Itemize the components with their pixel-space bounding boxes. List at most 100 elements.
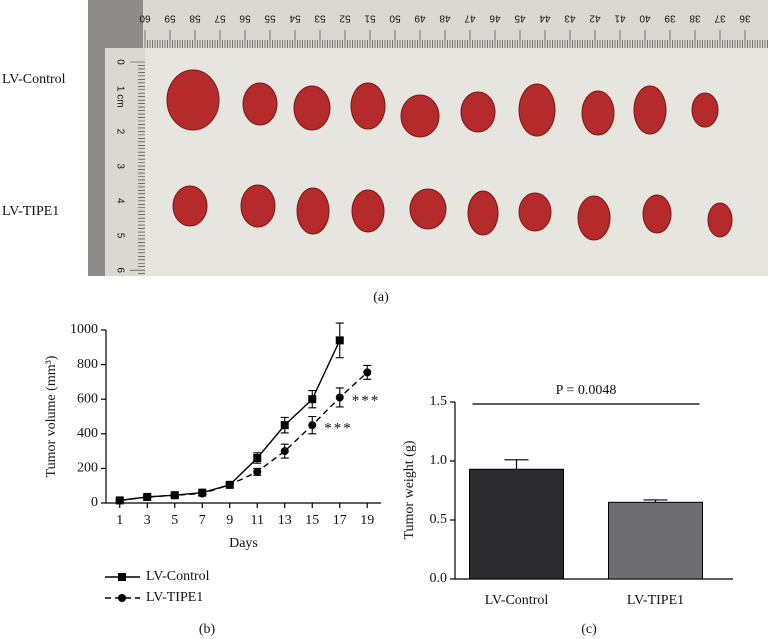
y-tick-label: 400	[77, 426, 98, 441]
y-tick-label: 800	[77, 357, 98, 372]
tumor	[633, 85, 667, 135]
tumor	[172, 185, 208, 227]
ruler-label: 50	[389, 12, 401, 23]
x-tick-label: 15	[305, 513, 319, 528]
marker	[308, 421, 317, 430]
x-tick-label: 17	[333, 513, 347, 528]
legend-marker	[118, 594, 126, 602]
ruler-label: 48	[439, 12, 451, 23]
x-tick-label: 7	[199, 513, 206, 528]
ruler-label: 54	[289, 12, 301, 23]
marker	[308, 395, 317, 404]
ruler-label: 37	[714, 12, 726, 23]
y-tick-label: 200	[77, 461, 98, 476]
legend-label: LV-Control	[146, 569, 210, 584]
ruler-label: 43	[564, 12, 576, 23]
ruler-label: 52	[339, 12, 351, 23]
ruler-top	[143, 0, 768, 48]
ruler-label: 49	[414, 12, 426, 23]
ruler-label: 46	[489, 12, 501, 23]
x-tick-label: 19	[360, 513, 374, 528]
ruler-label: 44	[539, 12, 551, 23]
tumor	[350, 82, 386, 130]
bar	[608, 501, 703, 580]
series-line	[119, 340, 341, 502]
y-tick-label: 600	[77, 391, 98, 406]
ruler-label: 36	[739, 12, 751, 23]
y-tick-label: 1.5	[430, 394, 448, 409]
tumor	[518, 83, 556, 137]
ruler-label: 56	[239, 12, 251, 23]
tumor	[293, 85, 331, 131]
marker	[335, 393, 344, 402]
tumor	[166, 69, 220, 131]
x-tick-label: 11	[251, 513, 264, 528]
ruler-label: 47	[464, 12, 476, 23]
tumor	[296, 187, 330, 235]
tumor	[242, 82, 278, 126]
marker	[170, 491, 179, 500]
ruler-label: 3	[114, 163, 125, 169]
board	[145, 48, 768, 276]
marker	[335, 336, 344, 345]
marker	[253, 454, 262, 463]
x-tick-label: 5	[171, 513, 178, 528]
ruler-label: 40	[639, 12, 651, 23]
ruler-label: 41	[614, 12, 626, 23]
ruler-label: 6	[114, 267, 125, 273]
annotation: P = 0.0048	[556, 383, 617, 398]
caption: (a)	[373, 290, 389, 305]
legend-label: LV-TIPE1	[146, 590, 203, 605]
ruler-label: 58	[189, 12, 201, 23]
legend-marker	[118, 573, 126, 581]
tumor	[577, 195, 611, 241]
ruler-label: 39	[664, 12, 676, 23]
bar	[469, 468, 564, 580]
ruler-label: 38	[689, 12, 701, 23]
tumor	[400, 94, 440, 138]
marker	[225, 480, 234, 489]
tumor	[642, 194, 672, 234]
ruler-label: 4	[114, 198, 125, 204]
series-line	[119, 371, 368, 502]
x-tick-label: LV-TIPE1	[627, 593, 684, 608]
marker	[280, 447, 289, 456]
ruler-label: 45	[514, 12, 526, 23]
y-axis-label: Tumor volume (mm³)	[44, 355, 59, 477]
marker	[363, 368, 372, 377]
marker	[280, 421, 289, 430]
ruler-label: 1 cm	[114, 86, 125, 108]
tumor	[581, 90, 615, 136]
tumor	[240, 184, 276, 228]
row-label: LV-Control	[2, 72, 66, 87]
y-tick-label: 0.0	[430, 571, 448, 586]
caption: (c)	[581, 622, 597, 637]
y-tick-label: 1000	[70, 322, 98, 337]
row-label: LV-TIPE1	[2, 204, 59, 219]
x-tick-label: LV-Control	[485, 593, 549, 608]
x-tick-label: 9	[226, 513, 233, 528]
ruler-label: 42	[589, 12, 601, 23]
x-tick-label: 1	[116, 513, 123, 528]
marker	[253, 467, 262, 476]
ruler-label: 53	[314, 12, 326, 23]
tumor	[409, 188, 447, 230]
marker	[143, 492, 152, 501]
x-tick-label: 3	[144, 513, 151, 528]
tumor	[460, 91, 496, 133]
y-tick-label: 1.0	[430, 453, 448, 468]
tumor	[707, 202, 733, 238]
ruler-label: 2	[114, 129, 125, 135]
marker	[115, 496, 124, 505]
error-bar	[504, 459, 529, 470]
ruler-label: 5	[114, 233, 125, 239]
ruler-label: 59	[164, 12, 176, 23]
tumor	[351, 189, 385, 233]
x-tick-label: 13	[278, 513, 292, 528]
ruler-label: 57	[214, 12, 226, 23]
ruler-left	[105, 48, 145, 276]
ruler-label: 60	[139, 12, 151, 23]
ruler-ticks	[130, 30, 768, 274]
